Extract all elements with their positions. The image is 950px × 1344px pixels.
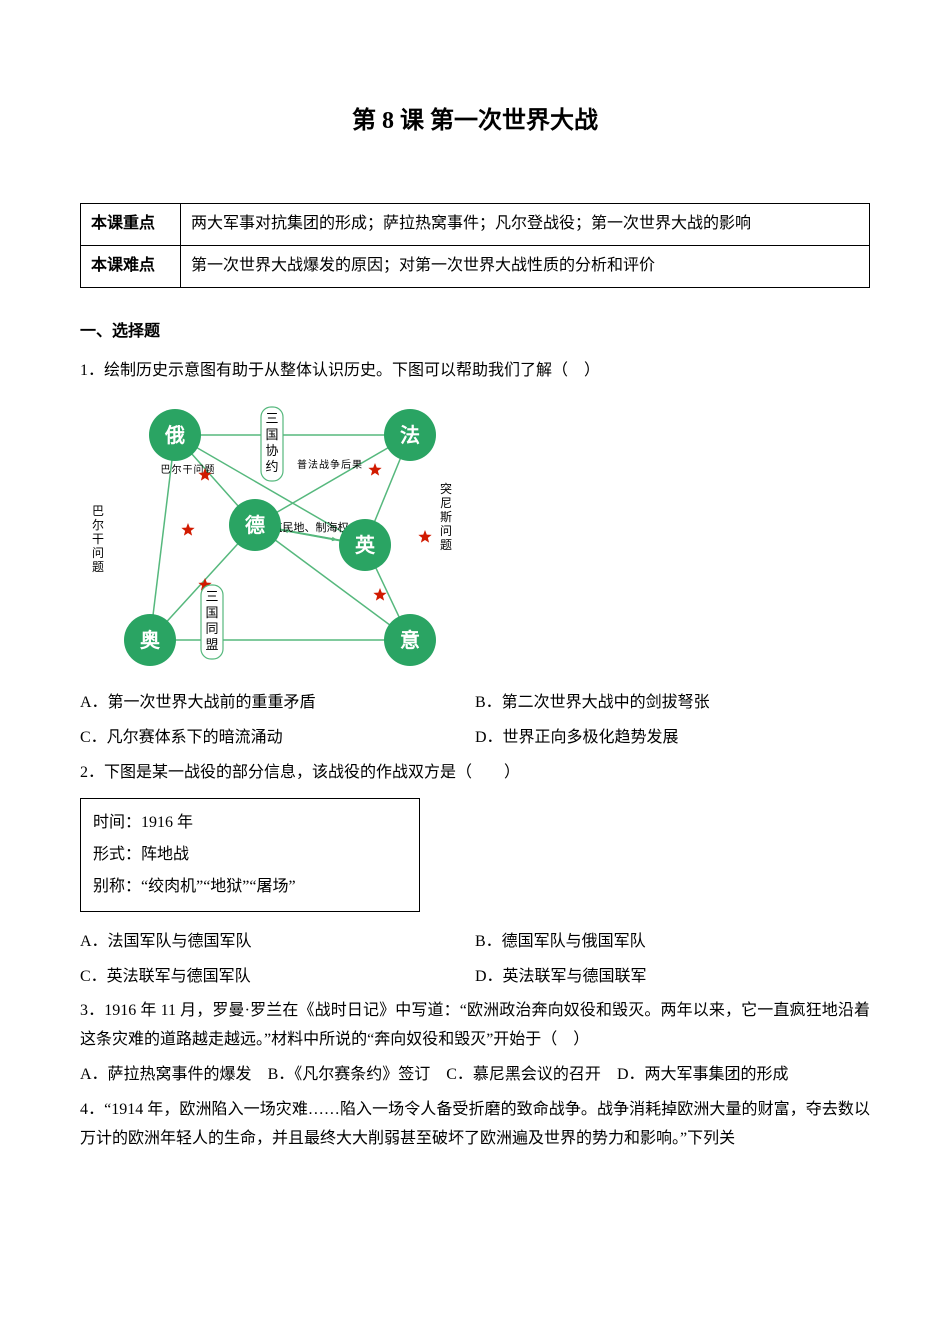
svg-text:题: 题	[440, 538, 452, 552]
svg-text:巴: 巴	[92, 504, 104, 518]
svg-text:盟: 盟	[205, 637, 218, 652]
svg-text:果: 果	[352, 459, 362, 471]
svg-text:同: 同	[205, 621, 218, 636]
svg-text:三: 三	[205, 589, 218, 604]
q2-stem: 2．下图是某一战役的部分信息，该战役的作战双方是（ ）	[80, 759, 870, 788]
q2-opt-a: A．法国军队与德国军队	[80, 928, 475, 957]
q1-opt-b: B．第二次世界大战中的剑拔弩张	[475, 689, 870, 718]
box-line: 别称：“绞肉机”“地狱”“屠场”	[93, 871, 407, 903]
svg-text:突: 突	[440, 481, 452, 496]
q1-opt-d: D．世界正向多极化趋势发展	[475, 724, 870, 753]
svg-text:尔: 尔	[172, 463, 182, 476]
q2-info-box: 时间：1916 年 形式：阵地战 别称：“绞肉机”“地狱”“屠场”	[80, 798, 420, 912]
q1-opt-c: C．凡尔赛体系下的暗流涌动	[80, 724, 475, 753]
box-line: 时间：1916 年	[93, 807, 407, 839]
page-title: 第 8 课 第一次世界大战	[80, 100, 870, 143]
svg-text:问: 问	[92, 546, 104, 560]
svg-text:国: 国	[205, 605, 218, 620]
svg-text:题: 题	[92, 560, 104, 574]
q2-opt-d: D．英法联军与德国联军	[475, 963, 870, 992]
q1-diagram: 殖民地、制海权普法战争后果巴尔干问题俄法德英奥意巴尔干问题突尼斯问题三国协约三国…	[80, 395, 870, 675]
svg-text:战: 战	[319, 459, 329, 471]
svg-text:德: 德	[245, 513, 265, 537]
svg-text:约: 约	[265, 459, 278, 474]
q3-opt-c: C．慕尼黑会议的召开	[446, 1066, 601, 1083]
q4-para: 4．“1914 年，欧洲陷入一场灾难……陷入一场令人备受折磨的致命战争。战争消耗…	[80, 1096, 870, 1154]
svg-text:干: 干	[92, 532, 104, 546]
q2-opt-b: B．德国军队与俄国军队	[475, 928, 870, 957]
q3-opts: A．萨拉热窝事件的爆发 B．《凡尔赛条约》签订 C．慕尼黑会议的召开 D．两大军…	[80, 1061, 870, 1090]
svg-text:后: 后	[341, 459, 351, 471]
q3-opt-a: A．萨拉热窝事件的爆发	[80, 1066, 252, 1083]
svg-text:殖民地、制海权: 殖民地、制海权	[272, 520, 349, 534]
row-label: 本课难点	[81, 245, 181, 287]
svg-text:尔: 尔	[92, 517, 104, 532]
row-value: 两大军事对抗集团的形成；萨拉热窝事件；凡尔登战役；第一次世界大战的影响	[181, 204, 870, 246]
q1-stem: 1．绘制历史示意图有助于从整体认识历史。下图可以帮助我们了解（ ）	[80, 357, 870, 386]
network-diagram: 殖民地、制海权普法战争后果巴尔干问题俄法德英奥意巴尔干问题突尼斯问题三国协约三国…	[80, 395, 460, 675]
svg-text:巴: 巴	[161, 464, 171, 476]
row-label: 本课重点	[81, 204, 181, 246]
q1-opt-a: A．第一次世界大战前的重重矛盾	[80, 689, 475, 718]
svg-text:普: 普	[297, 458, 307, 471]
svg-text:法: 法	[400, 423, 420, 447]
svg-text:奥: 奥	[140, 628, 161, 652]
svg-text:干: 干	[183, 465, 193, 476]
svg-text:俄: 俄	[164, 424, 185, 447]
svg-text:国: 国	[265, 427, 278, 442]
svg-text:意: 意	[400, 628, 420, 652]
box-line: 形式：阵地战	[93, 839, 407, 871]
row-value: 第一次世界大战爆发的原因；对第一次世界大战性质的分析和评价	[181, 245, 870, 287]
svg-text:争: 争	[330, 458, 340, 471]
svg-text:英: 英	[355, 533, 376, 557]
svg-text:法: 法	[308, 458, 318, 471]
table-row: 本课重点 两大军事对抗集团的形成；萨拉热窝事件；凡尔登战役；第一次世界大战的影响	[81, 204, 870, 246]
q3-opt-d: D．两大军事集团的形成	[617, 1066, 789, 1083]
svg-text:尼: 尼	[440, 496, 452, 510]
q3-stem: 3．1916 年 11 月，罗曼·罗兰在《战时日记》中写道：“欧洲政治奔向奴役和…	[80, 997, 870, 1055]
info-table: 本课重点 两大军事对抗集团的形成；萨拉热窝事件；凡尔登战役；第一次世界大战的影响…	[80, 203, 870, 288]
svg-text:三: 三	[265, 411, 278, 426]
q3-opt-b: B．《凡尔赛条约》签订	[268, 1066, 431, 1083]
svg-text:斯: 斯	[440, 510, 452, 524]
section-heading: 一、选择题	[80, 318, 870, 347]
svg-text:问: 问	[440, 524, 452, 538]
table-row: 本课难点 第一次世界大战爆发的原因；对第一次世界大战性质的分析和评价	[81, 245, 870, 287]
q2-opt-c: C．英法联军与德国军队	[80, 963, 475, 992]
svg-text:协: 协	[265, 443, 278, 458]
